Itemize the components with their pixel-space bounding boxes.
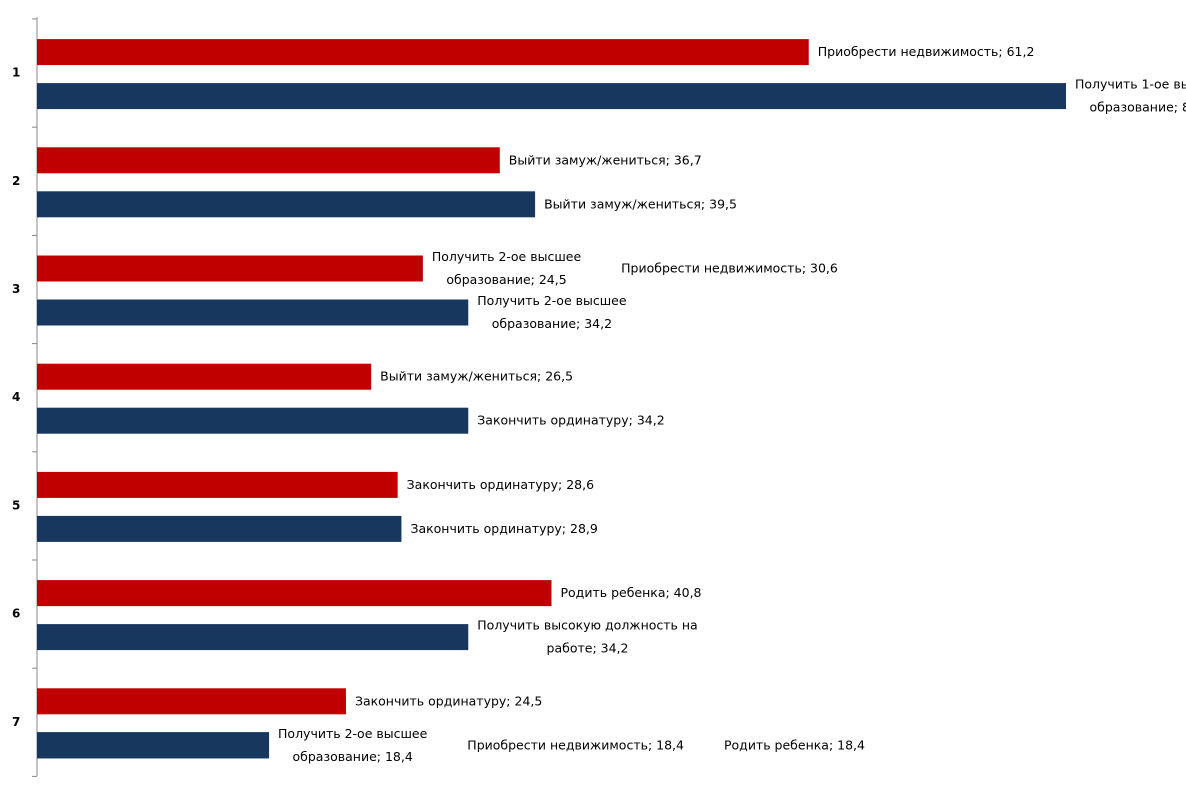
category-label: 2 — [12, 174, 20, 188]
data-label-line: Выйти замуж/жениться; 36,7 — [509, 152, 702, 167]
bar — [37, 515, 402, 542]
data-label: Выйти замуж/жениться; 39,5 — [544, 196, 737, 211]
data-label: Получить 1-ое высшее образование; 81,6 — [1075, 76, 1186, 114]
category-label: 6 — [12, 607, 20, 621]
bar — [37, 624, 469, 651]
data-label-line: образование; 34,2 — [492, 316, 612, 331]
data-label: Выйти замуж/жениться; 26,5 — [380, 368, 573, 383]
bar — [37, 363, 372, 390]
data-label-line: Приобрести недвижимость; 30,6 — [621, 260, 838, 275]
data-label-line: Получить 2-ое высшее — [432, 249, 582, 264]
data-label-line: Родить ребенка; 18,4 — [724, 737, 865, 752]
data-label-line: Получить 2-ое высшее — [477, 293, 627, 308]
data-label-line: Родить ребенка; 40,8 — [561, 585, 702, 600]
category-label: 5 — [12, 498, 20, 512]
data-label: Выйти замуж/жениться; 36,7 — [509, 152, 702, 167]
data-label: Приобрести недвижимость; 30,6 — [621, 260, 838, 275]
data-label-line: Закончить ординатуру; 28,9 — [410, 520, 597, 535]
bar — [37, 191, 536, 218]
bar — [37, 255, 346, 282]
bar — [37, 688, 346, 715]
data-label-line: Выйти замуж/жениться; 39,5 — [544, 196, 737, 211]
data-label: Приобрести недвижимость; 61,2 — [818, 44, 1035, 59]
data-label-line: Выйти замуж/жениться; 26,5 — [380, 368, 573, 383]
data-label: Получить высокую должность на работе; 34,… — [477, 617, 697, 655]
data-label-line: Закончить ординатуру; 24,5 — [355, 693, 542, 708]
category-label: 1 — [12, 66, 20, 80]
bar — [37, 83, 1066, 110]
data-label: Приобрести недвижимость; 18,4 — [467, 737, 684, 752]
data-label-line: образование; 18,4 — [293, 748, 413, 763]
bar — [37, 407, 469, 434]
category-label: 3 — [12, 282, 20, 296]
data-label-line: Получить 2-ое высшее — [278, 725, 428, 740]
data-label: Родить ребенка; 18,4 — [724, 737, 865, 752]
data-label-line: Получить 1-ое высшее — [1075, 76, 1186, 91]
data-label-line: Приобрести недвижимость; 18,4 — [467, 737, 684, 752]
data-label-line: Закончить ординатуру; 34,2 — [477, 412, 664, 427]
data-label: Закончить ординатуру; 34,2 — [477, 412, 664, 427]
data-label-line: Приобрести недвижимость; 61,2 — [818, 44, 1035, 59]
data-label: Закончить ординатуру; 28,6 — [407, 476, 594, 491]
data-label-line: работе; 34,2 — [547, 640, 629, 655]
bar — [37, 732, 270, 759]
category-label: 7 — [12, 715, 20, 729]
data-label: Закончить ординатуру; 28,9 — [410, 520, 597, 535]
data-label-line: образование; 81,6 — [1090, 99, 1186, 114]
bar — [37, 580, 552, 607]
data-label-line: образование; 24,5 — [446, 272, 566, 287]
bar — [37, 39, 809, 66]
bar — [37, 299, 469, 326]
category-label: 4 — [12, 390, 20, 404]
data-label: Получить 2-ое высшее образование; 18,4 — [278, 725, 428, 763]
data-label: Получить 2-ое высшее образование; 24,5 — [432, 249, 582, 287]
data-label: Родить ребенка; 40,8 — [561, 585, 702, 600]
bar — [37, 471, 398, 498]
data-label-line: Получить высокую должность на — [477, 617, 697, 632]
bar — [37, 147, 500, 174]
data-label: Закончить ординатуру; 24,5 — [355, 693, 542, 708]
data-label: Получить 2-ое высшее образование; 34,2 — [477, 293, 627, 331]
data-label-line: Закончить ординатуру; 28,6 — [407, 476, 594, 491]
